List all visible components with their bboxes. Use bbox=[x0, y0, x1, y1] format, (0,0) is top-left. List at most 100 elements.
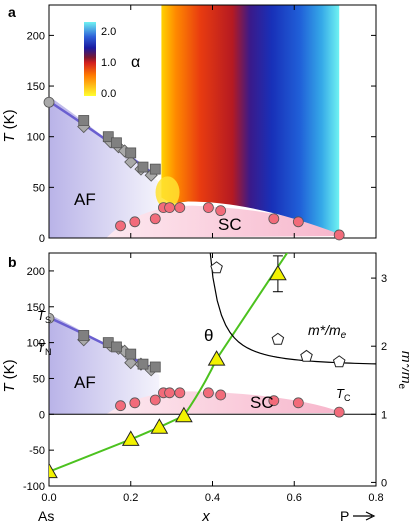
data-point bbox=[115, 400, 126, 412]
data-point bbox=[49, 462, 58, 479]
data-point bbox=[78, 330, 90, 341]
data-point bbox=[137, 358, 149, 370]
data-point bbox=[150, 418, 169, 434]
data-point bbox=[149, 361, 161, 373]
heatmap-hotspot bbox=[155, 176, 180, 209]
annotation-tc: TC bbox=[336, 386, 351, 403]
y-tick-label: 150 bbox=[27, 302, 45, 314]
data-point bbox=[268, 395, 280, 407]
data-point bbox=[207, 350, 226, 366]
x-tick-label: 0.4 bbox=[205, 492, 220, 504]
region-label-sc-b: SC bbox=[250, 393, 274, 412]
colorbar bbox=[84, 22, 96, 96]
annotation-mass: m*/me bbox=[308, 322, 347, 341]
panel-label-b: b bbox=[8, 254, 17, 270]
y-tick-label: -100 bbox=[23, 481, 45, 493]
data-point bbox=[164, 202, 175, 214]
data-point bbox=[137, 161, 149, 173]
series-group-b bbox=[49, 253, 376, 479]
data-point bbox=[149, 394, 161, 406]
colorbar-label: α bbox=[131, 54, 140, 71]
ylabel-b: T (K) bbox=[1, 359, 18, 392]
data-point bbox=[210, 261, 223, 274]
region-label-af-a: AF bbox=[74, 190, 96, 209]
data-point bbox=[124, 155, 138, 169]
data-point bbox=[129, 216, 141, 228]
sc-region bbox=[106, 205, 344, 238]
ylabel-a: T (K) bbox=[1, 109, 18, 142]
x-tick-label: 0.0 bbox=[41, 492, 56, 504]
data-point bbox=[102, 131, 114, 143]
xlabel: x bbox=[201, 508, 210, 524]
data-point bbox=[78, 115, 90, 126]
y-tick-label: 200 bbox=[27, 266, 45, 278]
data-point bbox=[215, 389, 227, 401]
x-endpoint-p: P bbox=[340, 508, 349, 524]
data-point bbox=[271, 332, 285, 345]
colorbar-tick: 2.0 bbox=[101, 26, 116, 38]
annotation-tn: TN bbox=[37, 340, 51, 357]
y-tick-label: 50 bbox=[33, 182, 45, 194]
data-point bbox=[203, 202, 214, 214]
x-tick-label: 0.8 bbox=[368, 492, 383, 504]
data-point bbox=[332, 355, 346, 368]
region-label-af-b: AF bbox=[74, 373, 96, 392]
plot-area-a bbox=[49, 5, 344, 238]
y2-tick-label: 3 bbox=[381, 273, 387, 285]
data-point bbox=[121, 430, 140, 446]
y2label-b: m*/me bbox=[396, 351, 409, 390]
y-tick-label: -50 bbox=[29, 445, 45, 457]
panel-label-a: a bbox=[8, 4, 16, 20]
arrow-right-icon bbox=[353, 511, 376, 521]
panel-b: -100 -50 0 50 100 150 200 0.0 0.2 0.4 0.6 0.8 0 1 2 3 bbox=[23, 252, 387, 504]
y-tick-label: 100 bbox=[27, 338, 45, 350]
mass-fit-curve bbox=[209, 253, 376, 365]
data-point bbox=[174, 202, 186, 214]
data-point bbox=[268, 213, 280, 225]
af-region bbox=[49, 96, 160, 238]
data-point bbox=[125, 348, 137, 360]
x-endpoint-as: As bbox=[38, 508, 54, 524]
data-point bbox=[333, 406, 345, 418]
data-point bbox=[124, 356, 138, 370]
data-point bbox=[149, 213, 161, 225]
data-point bbox=[300, 349, 313, 362]
y2-tick-label: 1 bbox=[381, 409, 387, 421]
data-point bbox=[333, 229, 345, 241]
colorbar-tick: 0.0 bbox=[101, 88, 116, 100]
y-tick-label: 0 bbox=[39, 409, 45, 421]
annotation-theta: θ bbox=[204, 326, 213, 345]
y-tick-label: 100 bbox=[27, 132, 45, 144]
data-point bbox=[43, 96, 55, 108]
data-point bbox=[292, 397, 304, 409]
data-point bbox=[125, 147, 137, 159]
data-point bbox=[164, 387, 175, 399]
y-tick-label: 150 bbox=[27, 81, 45, 93]
data-point bbox=[49, 312, 55, 324]
data-point bbox=[203, 387, 214, 399]
data-point bbox=[215, 205, 227, 217]
data-point bbox=[115, 220, 126, 232]
data-point bbox=[149, 163, 161, 175]
y-tick-label: 0 bbox=[39, 233, 45, 245]
colorbar-tick: 1.0 bbox=[101, 57, 116, 69]
annotation-ts: TS bbox=[37, 308, 51, 325]
y2-tick-label: 0 bbox=[381, 477, 387, 489]
y-tick-label: 50 bbox=[33, 373, 45, 385]
region-label-sc-a: SC bbox=[218, 215, 242, 234]
heatmap bbox=[161, 5, 340, 234]
data-point bbox=[292, 216, 304, 228]
data-point bbox=[174, 387, 186, 399]
y2-tick-label: 2 bbox=[381, 341, 387, 353]
data-point bbox=[129, 397, 141, 409]
x-tick-label: 0.2 bbox=[123, 492, 138, 504]
series-group-a bbox=[43, 96, 345, 241]
data-point bbox=[111, 341, 122, 353]
x-tick-label: 0.6 bbox=[287, 492, 302, 504]
panel-a: 0 50 100 150 200 bbox=[27, 4, 377, 245]
data-point bbox=[269, 264, 287, 281]
data-point bbox=[175, 406, 193, 423]
data-point bbox=[111, 137, 122, 149]
y-tick-label: 200 bbox=[27, 30, 45, 42]
